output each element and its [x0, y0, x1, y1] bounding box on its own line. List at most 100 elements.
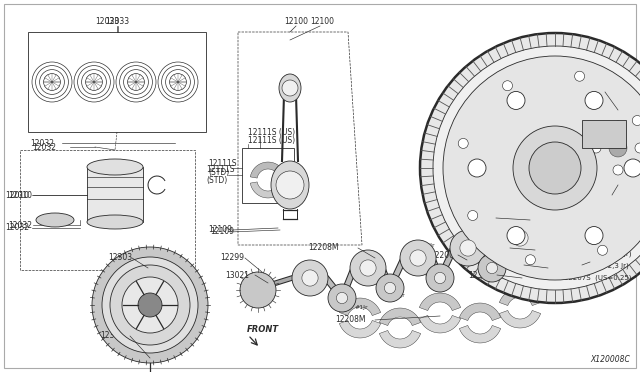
Circle shape	[613, 165, 623, 175]
Polygon shape	[499, 311, 541, 328]
Circle shape	[486, 262, 498, 273]
Circle shape	[92, 247, 208, 363]
Text: 12330: 12330	[472, 214, 496, 222]
Text: 12109: 12109	[210, 228, 234, 237]
Polygon shape	[514, 215, 566, 238]
Text: 12331: 12331	[565, 260, 589, 269]
Circle shape	[502, 220, 538, 256]
Circle shape	[420, 33, 640, 303]
Circle shape	[110, 265, 190, 345]
Polygon shape	[544, 187, 596, 209]
Text: 12314M: 12314M	[468, 270, 499, 279]
Polygon shape	[380, 308, 420, 326]
Circle shape	[282, 80, 298, 96]
Circle shape	[460, 240, 476, 256]
Text: 12314E: 12314E	[498, 260, 527, 269]
Circle shape	[102, 257, 198, 353]
Circle shape	[400, 240, 436, 276]
Circle shape	[122, 277, 178, 333]
Bar	[87, 167, 143, 222]
Ellipse shape	[279, 74, 301, 102]
Circle shape	[624, 159, 640, 177]
Bar	[20, 150, 195, 270]
Circle shape	[512, 230, 528, 246]
Text: 12200: 12200	[430, 250, 454, 260]
Ellipse shape	[87, 159, 143, 175]
Circle shape	[138, 293, 162, 317]
Circle shape	[502, 81, 513, 91]
Polygon shape	[460, 326, 500, 343]
Polygon shape	[339, 320, 381, 338]
Polygon shape	[250, 182, 285, 198]
Text: #2Jr: #2Jr	[392, 294, 406, 298]
Circle shape	[585, 227, 603, 244]
Polygon shape	[380, 330, 420, 348]
Text: 12208M: 12208M	[335, 315, 365, 324]
Circle shape	[433, 46, 640, 290]
Text: #5Jr: #5Jr	[422, 243, 436, 247]
Polygon shape	[499, 288, 541, 305]
Circle shape	[632, 115, 640, 125]
Circle shape	[435, 272, 445, 283]
Circle shape	[292, 260, 328, 296]
Text: 12111S (US): 12111S (US)	[248, 128, 295, 137]
Circle shape	[385, 282, 396, 294]
Text: 12032: 12032	[30, 138, 54, 148]
Text: 12032: 12032	[8, 221, 32, 230]
Circle shape	[350, 250, 386, 286]
Circle shape	[458, 138, 468, 148]
Circle shape	[166, 277, 206, 317]
Polygon shape	[339, 298, 381, 315]
Circle shape	[276, 171, 304, 199]
Text: 12207+A (#2,3 Jr): 12207+A (#2,3 Jr)	[564, 239, 628, 245]
Text: 12207    (#1,4,5 Jr): 12207 (#1,4,5 Jr)	[564, 251, 632, 257]
Text: 12303: 12303	[108, 253, 132, 263]
Circle shape	[575, 71, 584, 81]
Circle shape	[591, 143, 601, 153]
Ellipse shape	[271, 161, 309, 209]
Text: 12010: 12010	[5, 190, 29, 199]
Circle shape	[582, 112, 640, 184]
Ellipse shape	[36, 213, 74, 227]
Polygon shape	[529, 228, 581, 251]
Polygon shape	[544, 215, 596, 238]
Text: 12207+A (#2,3 Jr): 12207+A (#2,3 Jr)	[564, 263, 628, 269]
Circle shape	[240, 272, 276, 308]
Bar	[582, 119, 626, 148]
Circle shape	[376, 274, 404, 302]
Text: 12032: 12032	[5, 224, 29, 232]
Circle shape	[410, 250, 426, 266]
Circle shape	[609, 139, 627, 157]
Circle shape	[450, 230, 486, 266]
Circle shape	[443, 56, 640, 280]
Circle shape	[468, 211, 477, 221]
Text: 12207    (#1,4,5 Jr): 12207 (#1,4,5 Jr)	[564, 227, 632, 233]
Text: 12010: 12010	[8, 190, 32, 199]
Text: 12033: 12033	[95, 17, 119, 26]
Circle shape	[507, 92, 525, 109]
Circle shape	[328, 284, 356, 312]
Text: #4Jr: #4Jr	[455, 256, 468, 260]
Text: 13021: 13021	[225, 270, 249, 279]
Text: 12207S  (US=0.25): 12207S (US=0.25)	[564, 275, 632, 281]
Text: 12111S: 12111S	[208, 158, 237, 167]
Circle shape	[529, 142, 581, 194]
Polygon shape	[460, 303, 500, 321]
Text: 12310A: 12310A	[592, 83, 621, 93]
Circle shape	[426, 264, 454, 292]
Ellipse shape	[87, 215, 143, 229]
Polygon shape	[529, 200, 581, 222]
Circle shape	[598, 245, 607, 255]
Circle shape	[613, 121, 623, 131]
Text: FRONT: FRONT	[247, 325, 279, 334]
Text: (STD): (STD)	[206, 176, 227, 185]
Text: 12111S (US): 12111S (US)	[248, 135, 295, 144]
Text: 12032: 12032	[32, 142, 56, 151]
Polygon shape	[514, 187, 566, 209]
Text: X120008C: X120008C	[590, 356, 630, 365]
Polygon shape	[250, 162, 285, 178]
Text: 12299: 12299	[220, 253, 244, 263]
Circle shape	[302, 270, 318, 286]
Text: #1Jr: #1Jr	[355, 305, 369, 311]
Text: 12208M: 12208M	[308, 244, 339, 253]
